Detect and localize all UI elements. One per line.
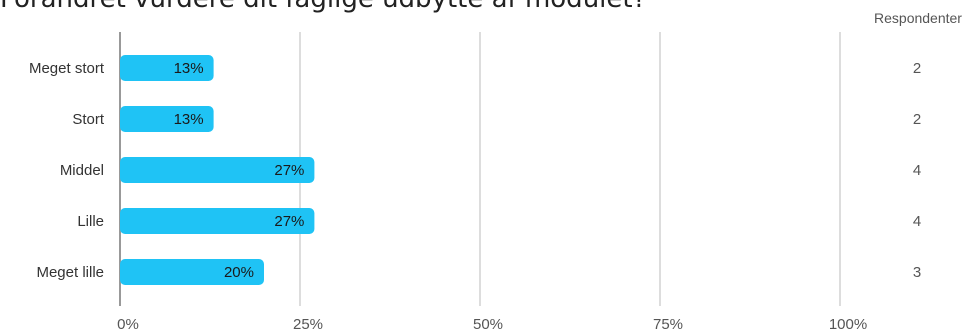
data-label: 20% <box>224 264 254 281</box>
respondent-count: 3 <box>913 264 921 281</box>
bar <box>120 55 214 81</box>
category-label: Lille <box>77 213 104 230</box>
bar <box>120 106 214 132</box>
x-tick-label: 75% <box>653 316 683 332</box>
respondent-count: 4 <box>913 213 921 230</box>
respondent-count: 4 <box>913 162 921 179</box>
category-label: Middel <box>60 162 104 179</box>
respondents-header: Respondenter <box>874 10 962 26</box>
data-label: 13% <box>174 111 204 128</box>
x-tick-label: 0% <box>117 316 139 332</box>
chart-title: Forandret vurdere dit faglige udbytte af… <box>0 0 646 12</box>
x-tick-label: 25% <box>293 316 323 332</box>
category-label: Meget lille <box>36 264 104 281</box>
bars <box>120 55 315 285</box>
bar <box>120 259 264 285</box>
data-label: 13% <box>174 60 204 77</box>
x-tick-label: 50% <box>473 316 503 332</box>
bar <box>120 208 315 234</box>
respondent-count: 2 <box>913 111 921 128</box>
data-label: 27% <box>274 162 304 179</box>
labels: 0% 25% 50% 75% 100% Respondenter Meget stort 13… <box>29 10 962 332</box>
category-label: Stort <box>72 111 105 128</box>
respondent-count: 2 <box>913 60 921 77</box>
data-label: 27% <box>274 213 304 230</box>
x-tick-label: 100% <box>829 316 867 332</box>
category-label: Meget stort <box>29 60 105 77</box>
bar <box>120 157 315 183</box>
